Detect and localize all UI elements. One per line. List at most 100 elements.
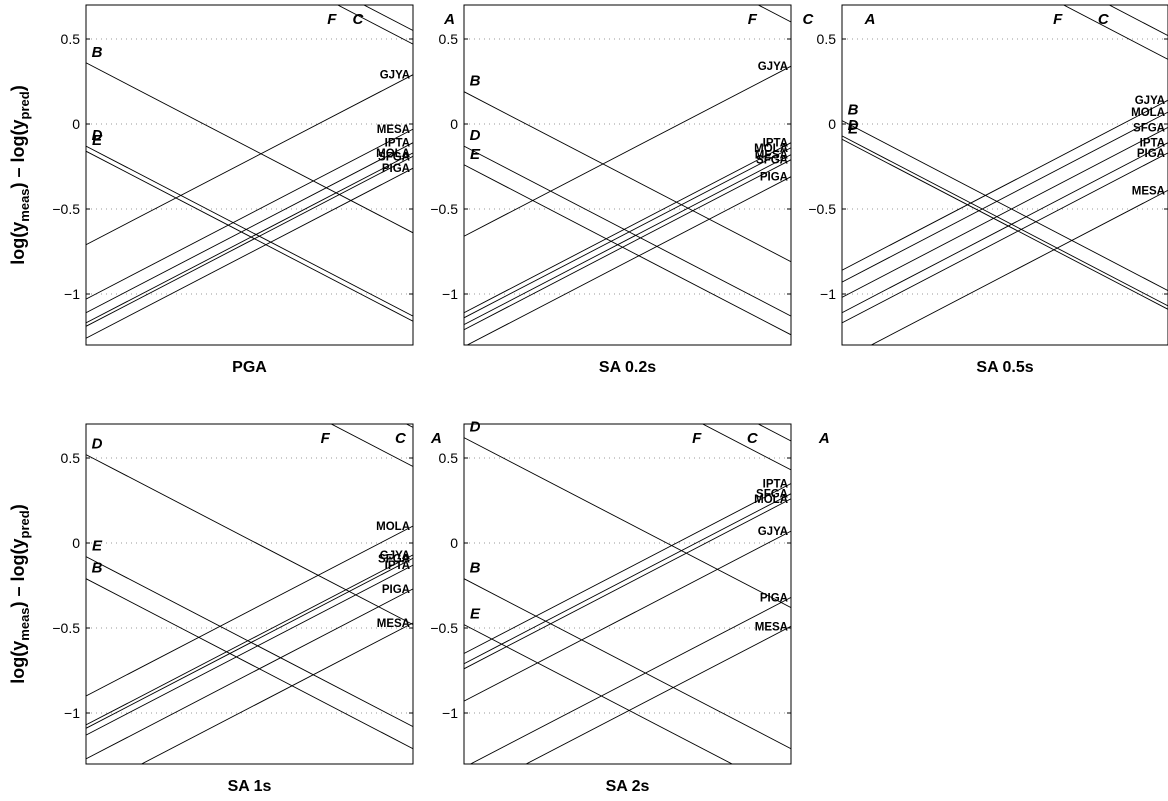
y-tick-label: −1 [820,286,836,302]
station-label-PIGA: PIGA [382,584,410,596]
event-label-C: C [1098,11,1110,28]
station-label-SFGA: SFGA [1133,122,1165,134]
station-line-IPTA [464,484,791,654]
station-line-PIGA [86,168,413,338]
event-line-D [464,438,791,608]
y-tick-label: 0 [72,116,80,132]
event-line-E [86,151,413,321]
event-line-F [842,0,1168,59]
y-tick-label: −0.5 [52,620,80,636]
station-line-MESA [86,129,413,299]
y-tick-label: −0.5 [430,620,458,636]
station-line-MESA [464,155,791,325]
y-tick-label: −1 [442,286,458,302]
event-label-C: C [802,11,814,28]
station-label-PIGA: PIGA [760,172,788,184]
event-line-B [86,63,413,233]
station-label-PIGA: PIGA [382,163,410,175]
station-line-MOLA [464,148,791,318]
station-label-PIGA: PIGA [1137,148,1165,160]
y-tick-label: 0 [450,116,458,132]
event-line-F [86,0,413,44]
event-label-A: A [430,430,442,447]
event-line-D [842,136,1168,306]
event-line-B [464,92,791,262]
event-label-C: C [747,430,759,447]
station-label-MESA: MESA [377,618,410,630]
station-label-MESA: MESA [1132,185,1165,197]
event-line-B [842,121,1168,291]
event-label-C: C [353,11,365,28]
chart-panel-1: 0.5 0 −0.5 −1 F C A B DE GJYA MESA IPTAMOLASFGAPIGA… [52,0,455,376]
station-line-GJYA [842,100,1168,270]
station-line-IPTA [86,565,413,735]
station-line-PIGA [464,177,791,347]
event-line-E [464,625,791,795]
station-line-SFGA [86,156,413,326]
event-line-B [86,579,413,749]
event-label-D: D [92,436,103,453]
y-tick-label: 0.5 [439,31,459,47]
event-label-E: E [848,120,859,137]
event-line-F [464,0,791,22]
event-label-B: B [92,560,103,577]
station-line-SFGA [464,160,791,330]
station-line-IPTA [86,143,413,313]
y-tick-label: 0.5 [817,31,837,47]
station-line-IPTA [464,143,791,313]
event-label-A: A [864,11,876,28]
event-label-D: D [470,419,481,436]
station-line-PIGA [464,597,791,767]
station-line-IPTA [842,143,1168,313]
plot-frame [86,5,413,345]
y-tick-label: −1 [64,705,80,721]
station-line-MESA [86,623,413,793]
y-tick-label: 0 [828,116,836,132]
event-line-F [86,297,413,467]
station-line-PIGA [86,589,413,759]
panel-title: PGA [232,359,267,376]
station-label-SFGA: SFGA [378,151,410,163]
plot-frame [464,5,791,345]
station-label-MOLA: MOLA [376,521,410,533]
event-line-A [86,239,413,409]
station-line-MESA [464,626,791,796]
event-label-F: F [692,430,702,447]
y-tick-label: −0.5 [430,201,458,217]
station-label-MESA: MESA [755,621,788,633]
y-tick-label: 0.5 [61,31,81,47]
station-label-MOLA: MOLA [1131,107,1165,119]
station-label-GJYA: GJYA [1135,95,1165,107]
chart-panel-2: 0.50−0.5−1F C ABDEGJYAIPTAMOLAMESASFGAPIGA… [430,0,875,376]
event-line-D [86,146,413,316]
station-line-MOLA [86,153,413,323]
plot-frame [464,424,791,764]
station-line-PIGA [842,153,1168,323]
y-tick-label: −1 [64,286,80,302]
station-line-SFGA [842,127,1168,297]
event-line-E [464,165,791,335]
y-tick-label: 0.5 [61,450,81,466]
station-line-SFGA [464,494,791,664]
station-line-MOLA [464,499,791,669]
station-line-SFGA [86,558,413,728]
event-label-E: E [470,146,481,163]
station-label-MESA: MESA [377,124,410,136]
event-label-D: D [470,127,481,144]
event-line-C [464,271,791,441]
station-line-GJYA [86,555,413,725]
plot-frame [86,424,413,764]
event-line-E [86,557,413,727]
station-label-GJYA: GJYA [758,526,788,538]
event-line-D [464,146,791,316]
panel-title: SA 0.2s [599,359,656,376]
y-tick-label: 0 [72,535,80,551]
event-label-F: F [748,11,758,28]
station-label-SFGA: SFGA [756,155,788,167]
station-line-MOLA [86,526,413,696]
event-line-B [464,579,791,749]
station-line-GJYA [464,66,791,236]
